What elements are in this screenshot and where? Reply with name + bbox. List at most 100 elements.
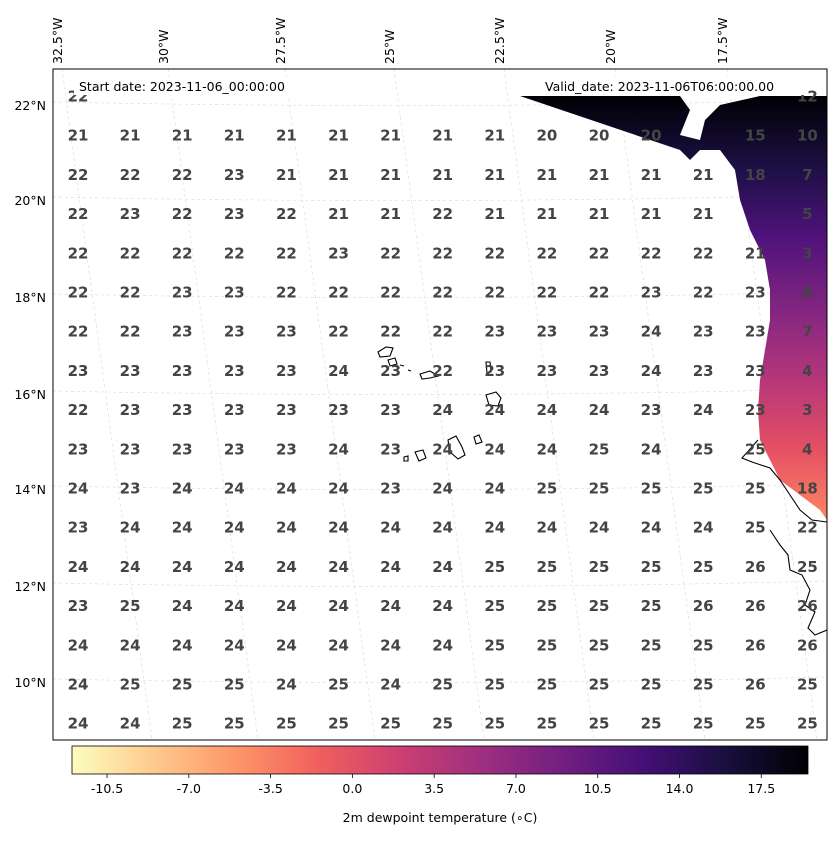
- grid-value: 23: [68, 519, 89, 537]
- grid-value: 25: [693, 676, 714, 694]
- grid-value: 23: [224, 323, 245, 341]
- island-fogo: [414, 449, 427, 462]
- grid-value: 21: [536, 166, 557, 184]
- grid-value: 26: [745, 676, 766, 694]
- grid-value: 22: [693, 244, 714, 262]
- grid-value: 22: [589, 284, 610, 302]
- grid-value: 25: [536, 676, 557, 694]
- grid-value: 24: [432, 558, 453, 576]
- grid-value: 26: [693, 597, 714, 615]
- grid-value: 22: [120, 166, 141, 184]
- grid-value: 23: [276, 362, 297, 380]
- grid-value: 24: [328, 362, 349, 380]
- grid-value: 25: [693, 480, 714, 498]
- grid-value: 21: [484, 166, 505, 184]
- grid-value: 23: [68, 362, 89, 380]
- grid-value: 21: [120, 127, 141, 145]
- grid-value: 24: [172, 636, 193, 654]
- grid-value: 24: [120, 715, 141, 733]
- grid-value: 25: [536, 558, 557, 576]
- grid-value: 7: [802, 166, 812, 184]
- grid-value: 22: [432, 244, 453, 262]
- grid-value: 23: [120, 440, 141, 458]
- grid-value: 22: [68, 244, 89, 262]
- grid-value: 24: [641, 323, 662, 341]
- grid-value: 25: [484, 676, 505, 694]
- parallel-line: [53, 580, 827, 587]
- grid-value: 23: [224, 166, 245, 184]
- grid-value: 24: [641, 519, 662, 537]
- meridian-line: [503, 69, 595, 740]
- grid-value: 24: [693, 519, 714, 537]
- grid-value: 21: [328, 166, 349, 184]
- grid-value: 22: [120, 284, 141, 302]
- grid-value: 21: [224, 127, 245, 145]
- grid-value: 22: [224, 244, 245, 262]
- colorbar-ticks: -10.5 -7.0 -3.5 0.0 3.5 7.0 10.5 14.0 17.5: [91, 774, 775, 796]
- grid-value: 25: [641, 715, 662, 733]
- grid-value: 22: [380, 284, 401, 302]
- grid-value: 24: [328, 558, 349, 576]
- latitude-label: 16°N: [14, 387, 46, 402]
- grid-value: 7: [802, 323, 812, 341]
- grid-value: 22: [380, 244, 401, 262]
- grid-value: 21: [641, 166, 662, 184]
- grid-value: 24: [484, 480, 505, 498]
- grid-value: 24: [484, 519, 505, 537]
- grid-value: 24: [432, 636, 453, 654]
- grid-value: 18: [745, 166, 766, 184]
- grid-value: 23: [484, 362, 505, 380]
- grid-value: 26: [745, 597, 766, 615]
- grid-value: 25: [484, 636, 505, 654]
- grid-value: 10: [797, 127, 818, 145]
- grid-value: 21: [380, 205, 401, 223]
- start-date-box: Start date: 2023-11-06_00:00:00: [74, 77, 314, 95]
- grid-value: 24: [276, 597, 297, 615]
- graticule: [53, 69, 827, 740]
- island-maio: [473, 434, 483, 445]
- grid-value: 25: [693, 440, 714, 458]
- grid-value: 25: [641, 597, 662, 615]
- longitude-label: 20°W: [603, 29, 618, 64]
- grid-value: 22: [484, 244, 505, 262]
- grid-value: 24: [68, 480, 89, 498]
- grid-value: 25: [589, 597, 610, 615]
- grid-value: 23: [641, 284, 662, 302]
- grid-value: 22: [276, 244, 297, 262]
- grid-value: 24: [484, 401, 505, 419]
- grid-value: 25: [693, 636, 714, 654]
- grid-value: 23: [172, 284, 193, 302]
- grid-value: 25: [589, 440, 610, 458]
- grid-value: 24: [172, 480, 193, 498]
- grid-value: 22: [536, 244, 557, 262]
- grid-value: 22: [172, 166, 193, 184]
- grid-value: 24: [432, 480, 453, 498]
- grid-value: 24: [224, 636, 245, 654]
- colorbar-tick-label: -10.5: [91, 781, 123, 796]
- grid-value: 23: [224, 205, 245, 223]
- grid-value: 23: [380, 440, 401, 458]
- grid-value: 25: [797, 558, 818, 576]
- land-dewpoint-field: [480, 96, 827, 520]
- grid-value: 24: [432, 401, 453, 419]
- grid-value: 22: [68, 166, 89, 184]
- grid-value: 21: [276, 127, 297, 145]
- grid-value: 22: [172, 244, 193, 262]
- grid-value: 25: [172, 715, 193, 733]
- grid-value: 21: [432, 127, 453, 145]
- grid-value: 21: [693, 205, 714, 223]
- grid-value: 21: [380, 127, 401, 145]
- latitude-label: 20°N: [14, 193, 46, 208]
- grid-value: 24: [432, 519, 453, 537]
- grid-value: 23: [380, 401, 401, 419]
- grid-value: 23: [589, 323, 610, 341]
- grid-value: 22: [484, 284, 505, 302]
- grid-value: 23: [120, 205, 141, 223]
- grid-value: 24: [589, 519, 610, 537]
- grid-value: 25: [120, 597, 141, 615]
- grid-value: 25: [797, 715, 818, 733]
- grid-value: 25: [589, 676, 610, 694]
- latitude-label: 22°N: [14, 98, 46, 113]
- grid-value: 22: [68, 284, 89, 302]
